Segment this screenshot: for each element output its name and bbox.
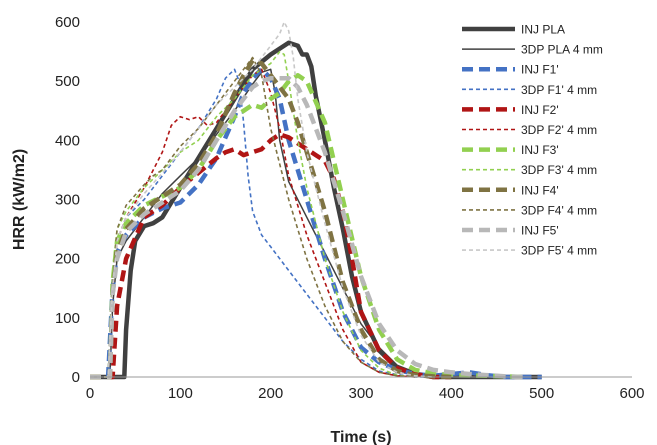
y-axis-title: HRR (kW/m2) (11, 149, 28, 250)
x-tick-label: 100 (168, 385, 193, 402)
series-line (90, 75, 524, 380)
x-tick-labels: 0 100 200 300 400 500 600 (86, 385, 645, 402)
y-tick-labels: 0 100 200 300 400 500 600 (55, 14, 80, 386)
series-line (90, 58, 452, 380)
legend-label: 3DP F3' 4 mm (521, 163, 597, 177)
series-line (90, 50, 416, 378)
y-tick-label: 0 (72, 369, 80, 386)
series-line (90, 21, 434, 378)
series-line (90, 40, 542, 380)
x-tick-label: 0 (86, 385, 94, 402)
legend-label: INJ F4' (521, 183, 559, 197)
legend-label: 3DP PLA 4 mm (521, 43, 603, 57)
legend-label: 3DP F4' 4 mm (521, 203, 597, 217)
legend-label: INJ F2' (521, 103, 559, 117)
y-tick-label: 200 (55, 251, 80, 268)
y-tick-label: 600 (55, 14, 80, 31)
legend-label: 3DP F5' 4 mm (521, 244, 597, 258)
y-tick-label: 500 (55, 73, 80, 90)
legend: INJ PLA 3DP PLA 4 mm INJ F1' 3DP F1' 4 mm IN… (462, 23, 603, 258)
x-tick-label: 400 (439, 385, 464, 402)
x-tick-label: 500 (529, 385, 554, 402)
legend-label: INJ PLA (521, 23, 565, 37)
series-line (90, 73, 524, 380)
y-tick-label: 400 (55, 132, 80, 149)
legend-label: 3DP F2' 4 mm (521, 123, 597, 137)
x-tick-label: 600 (619, 385, 644, 402)
legend-label: 3DP F1' 4 mm (521, 83, 597, 97)
series-line (90, 132, 452, 380)
series-line (90, 67, 542, 380)
x-tick-label: 200 (258, 385, 283, 402)
legend-label: INJ F1' (521, 63, 559, 77)
series-line (90, 56, 416, 378)
legend-label: INJ F5' (521, 224, 559, 238)
x-tick-label: 300 (348, 385, 373, 402)
plot-area (90, 21, 542, 380)
y-tick-label: 300 (55, 192, 80, 209)
x-axis-title: Time (s) (330, 429, 391, 445)
y-tick-label: 100 (55, 310, 80, 327)
legend-label: INJ F3' (521, 143, 559, 157)
